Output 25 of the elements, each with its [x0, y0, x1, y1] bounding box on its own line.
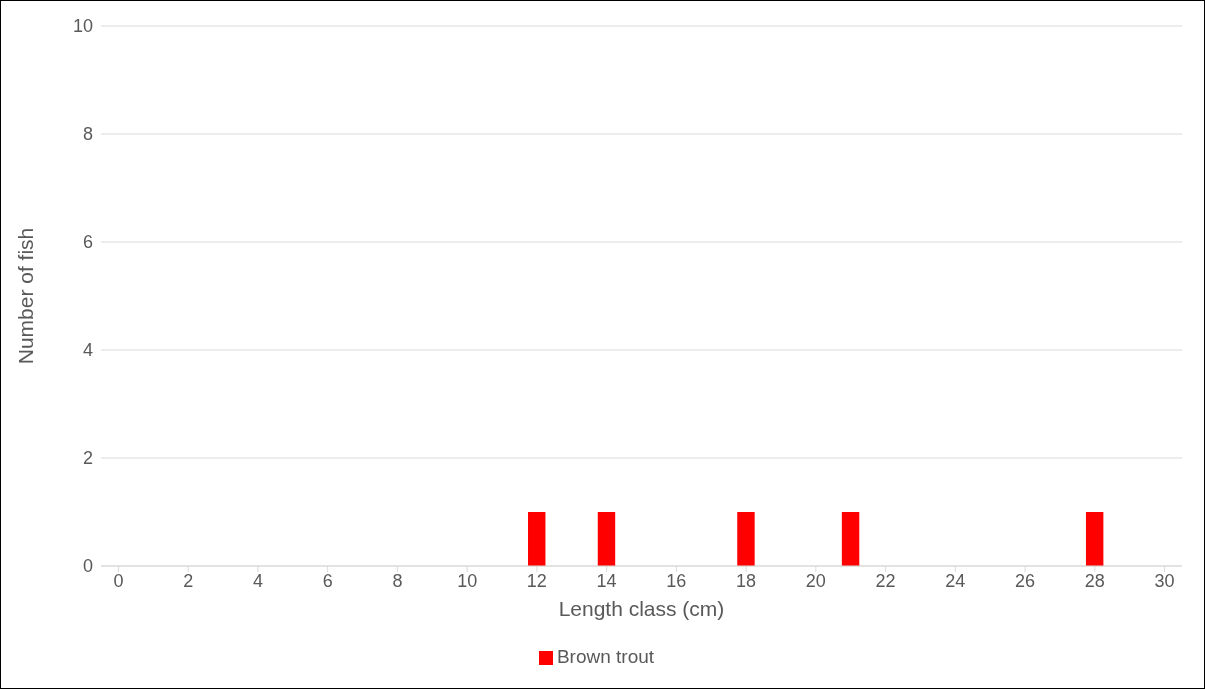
x-tick-label: 24	[945, 570, 966, 591]
x-tick-label: 22	[875, 570, 896, 591]
x-tick-label: 26	[1015, 570, 1036, 591]
y-tick-label: 2	[82, 448, 93, 469]
x-tick-label: 2	[183, 570, 194, 591]
y-tick-label: 6	[82, 232, 93, 253]
x-tick-label: 12	[526, 570, 547, 591]
x-tick-label: 28	[1084, 570, 1105, 591]
x-tick-label: 16	[666, 570, 687, 591]
x-tick-label: 4	[252, 570, 263, 591]
x-tick-label: 14	[596, 570, 617, 591]
x-tick-label: 0	[113, 570, 124, 591]
y-tick-label: 4	[82, 340, 93, 361]
y-tick-label: 0	[82, 556, 93, 577]
y-tick-label: 8	[82, 124, 93, 145]
y-tick-label: 10	[72, 16, 93, 37]
x-tick-label: 10	[457, 570, 478, 591]
x-tick-label: 18	[736, 570, 757, 591]
x-tick-label: 30	[1154, 570, 1175, 591]
x-tick-label: 20	[805, 570, 826, 591]
y-axis-title: Number of fish	[14, 227, 38, 365]
legend-label: Brown trout	[556, 646, 655, 667]
x-tick-label: 8	[392, 570, 403, 591]
x-axis-title: Length class (cm)	[558, 597, 725, 620]
x-tick-label: 6	[322, 570, 333, 591]
